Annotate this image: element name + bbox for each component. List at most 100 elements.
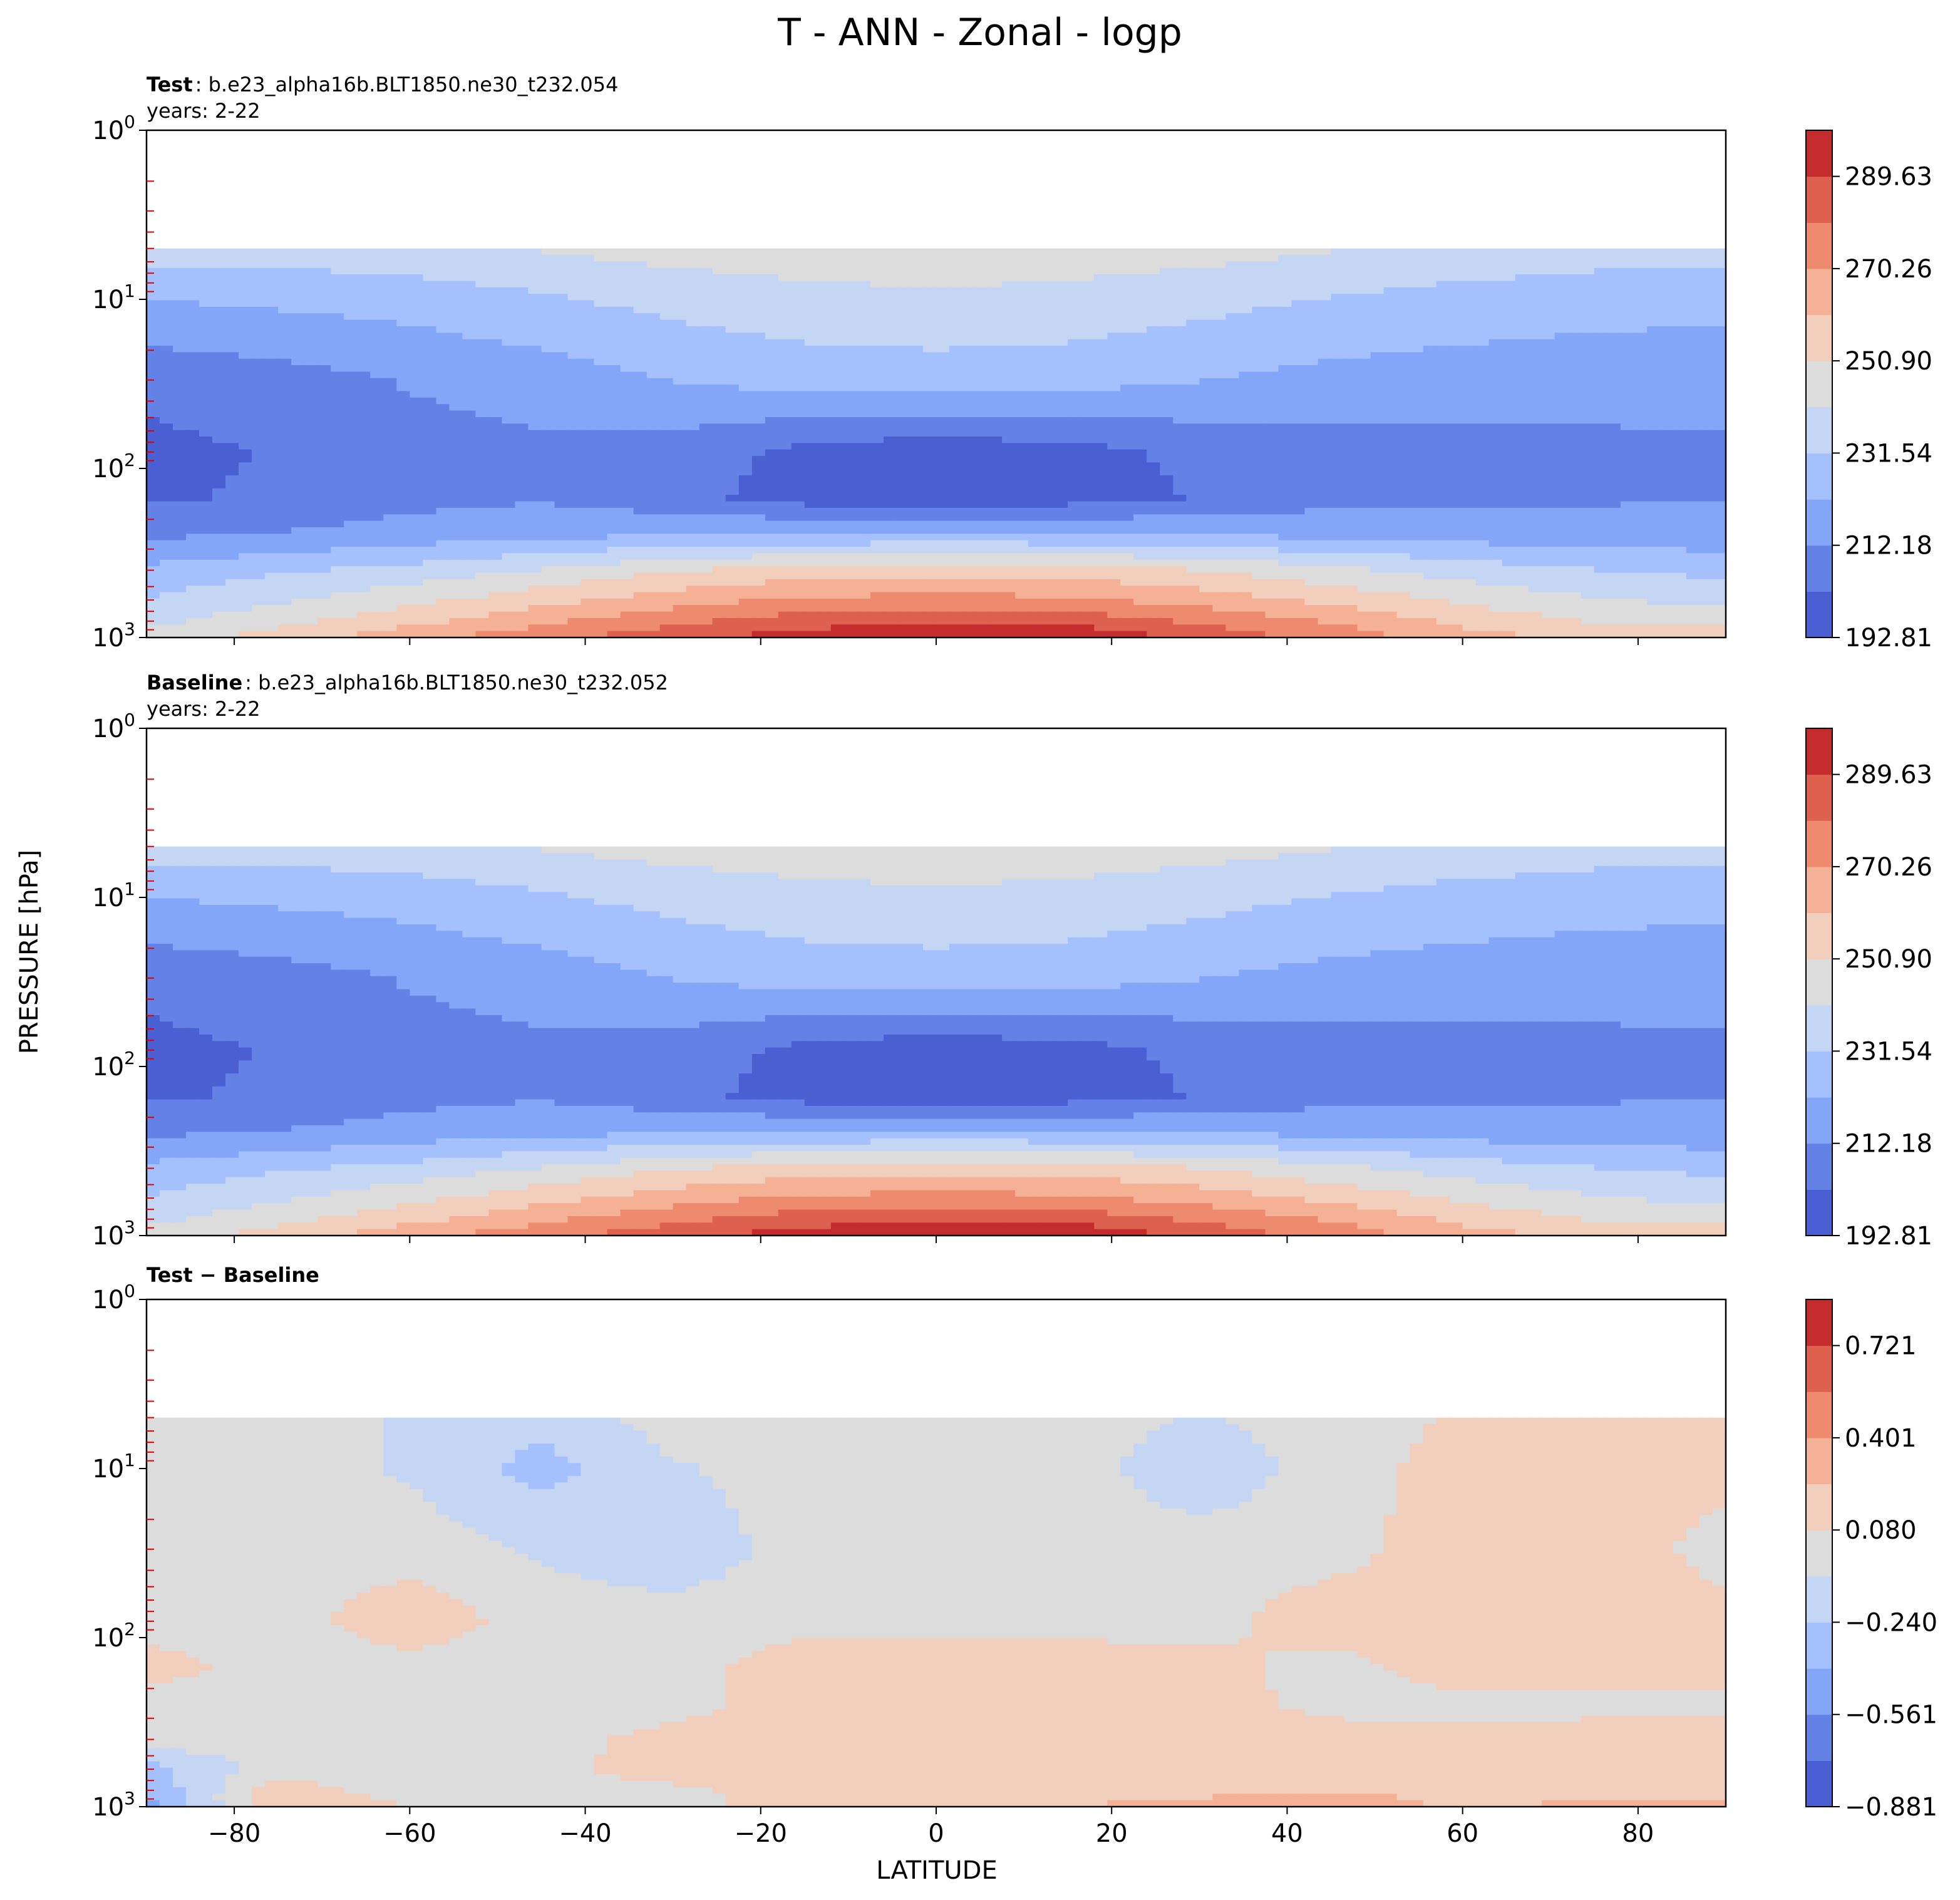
field-cell — [1699, 352, 1713, 359]
field-cell — [1212, 352, 1227, 359]
field-cell — [541, 294, 555, 301]
field-cell — [1239, 488, 1253, 495]
field-cell — [922, 501, 937, 509]
field-cell — [449, 468, 463, 476]
field-cell — [1607, 358, 1621, 366]
field-cell — [1015, 267, 1029, 275]
field-cell — [1028, 274, 1042, 282]
field-cell — [541, 449, 555, 457]
field-cell — [1173, 358, 1187, 366]
field-cell — [686, 449, 700, 457]
field-cell — [239, 462, 252, 470]
field-cell — [1278, 423, 1292, 431]
field-cell — [423, 306, 437, 314]
field-cell — [396, 385, 411, 392]
field-cell — [1055, 397, 1068, 405]
field-cell — [304, 319, 319, 327]
field-cell — [344, 423, 358, 431]
field-cell — [357, 430, 371, 437]
field-cell — [370, 475, 384, 483]
field-cell — [1225, 501, 1240, 509]
field-cell — [673, 306, 687, 314]
field-cell — [1567, 326, 1582, 334]
field-cell — [225, 397, 239, 405]
field-cell — [252, 397, 266, 405]
field-cell — [1041, 397, 1055, 405]
field-cell — [1594, 248, 1608, 256]
field-cell — [1581, 365, 1595, 373]
field-cell — [1094, 416, 1108, 425]
field-cell — [331, 436, 345, 444]
field-cell — [1094, 281, 1108, 288]
field-cell — [1107, 274, 1122, 282]
field-cell — [1107, 507, 1122, 515]
field-cell — [502, 501, 516, 509]
field-cell — [475, 436, 490, 444]
field-cell — [1041, 456, 1055, 463]
field-cell — [344, 306, 358, 314]
field-cell — [883, 306, 897, 314]
field-cell — [738, 319, 753, 327]
field-cell — [186, 507, 200, 515]
field-cell — [1291, 352, 1306, 359]
field-cell — [870, 371, 884, 379]
field-cell — [1015, 410, 1029, 418]
field-cell — [1041, 319, 1055, 327]
field-cell — [239, 255, 252, 262]
field-cell — [1041, 287, 1055, 294]
field-cell — [1225, 495, 1240, 502]
field-cell — [515, 468, 529, 476]
field-cell — [488, 300, 503, 307]
field-cell — [751, 306, 766, 314]
field-cell — [1028, 462, 1042, 470]
field-cell — [225, 352, 239, 359]
field-cell — [1357, 333, 1371, 340]
field-cell — [989, 501, 1003, 509]
field-cell — [462, 423, 477, 431]
field-cell — [1107, 371, 1122, 379]
field-cell — [1173, 397, 1187, 405]
field-cell — [252, 352, 266, 359]
field-cell — [1344, 462, 1358, 470]
field-cell — [1712, 378, 1726, 385]
field-cell — [1567, 410, 1582, 418]
field-cell — [922, 462, 937, 470]
field-cell — [1567, 468, 1582, 476]
field-cell — [1541, 385, 1555, 392]
field-cell — [1528, 423, 1542, 431]
field-cell — [1265, 456, 1279, 463]
field-cell — [580, 300, 595, 307]
field-cell — [857, 482, 871, 489]
field-cell — [1304, 488, 1319, 495]
field-cell — [1344, 326, 1358, 334]
field-cell — [594, 391, 608, 398]
field-cell — [173, 436, 187, 444]
field-cell — [1160, 423, 1174, 431]
field-cell — [331, 313, 345, 321]
field-cell — [896, 371, 910, 379]
field-cell — [1410, 391, 1424, 398]
field-cell — [699, 501, 713, 509]
field-cell — [265, 267, 279, 275]
field-cell — [1278, 352, 1292, 359]
field-cell — [1528, 488, 1542, 495]
field-cell — [646, 475, 661, 483]
field-cell — [488, 514, 503, 522]
field-cell — [989, 306, 1003, 314]
field-cell — [659, 306, 674, 314]
field-cell — [304, 371, 319, 379]
field-cell — [976, 294, 989, 301]
field-cell — [686, 319, 700, 327]
field-cell — [173, 294, 187, 301]
field-cell — [1673, 274, 1687, 282]
field-cell — [1673, 248, 1687, 256]
field-cell — [830, 333, 845, 340]
field-cell — [1304, 294, 1319, 301]
field-cell — [1528, 449, 1542, 457]
field-cell — [1028, 456, 1042, 463]
field-cell — [212, 352, 226, 359]
field-cell — [1357, 410, 1371, 418]
field-cell — [1002, 319, 1016, 327]
field-cell — [1081, 456, 1095, 463]
field-cell — [1659, 358, 1674, 366]
